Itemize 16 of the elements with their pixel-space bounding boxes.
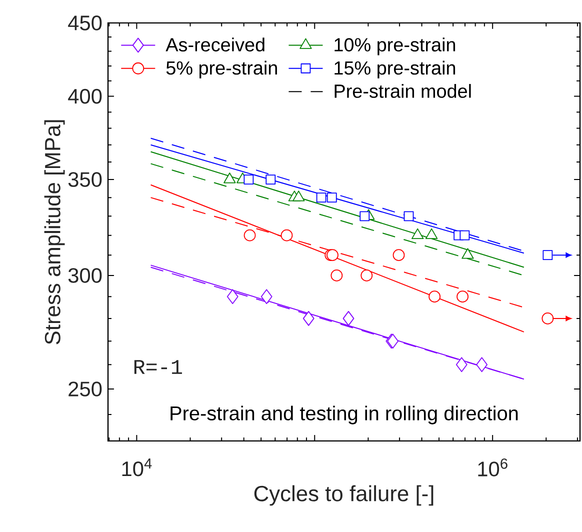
y-tick-label: 450 — [68, 16, 102, 30]
y-tick-label: 350 — [68, 172, 102, 187]
legend-label: 15% pre-strain — [334, 60, 456, 78]
y-tick-label: 300 — [68, 268, 102, 283]
y-axis-title: Stress amplitude [MPa] — [44, 120, 65, 344]
annotation: Pre-strain and testing in rolling direction — [170, 406, 518, 424]
legend-label: Pre-strain model — [334, 84, 471, 98]
x-tick-label: 10$^{6}$ — [478, 458, 508, 476]
y-tick-label: 400 — [68, 88, 102, 104]
annotation: R=-1 — [134, 360, 182, 374]
y-tick-label: 250 — [68, 382, 102, 396]
x-tick-label: 10$^{4}$ — [122, 458, 152, 476]
legend-label: 10% pre-strain — [334, 38, 456, 56]
x-axis-title: Cycles to failure [-] — [254, 485, 434, 506]
legend-label: 5% pre-strain — [166, 60, 277, 78]
legend-label: As-received — [166, 38, 264, 52]
